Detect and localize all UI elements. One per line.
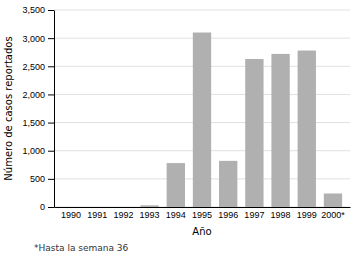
y-tick: 500 xyxy=(30,174,54,184)
x-tick-label: 1997 xyxy=(244,210,264,220)
bar xyxy=(219,161,237,207)
x-tick: 1990 xyxy=(61,210,81,220)
x-axis-title: Año xyxy=(192,226,211,237)
bar xyxy=(140,205,158,207)
bar xyxy=(167,163,185,207)
x-tick: 1997 xyxy=(244,210,264,220)
x-tick-label: 1994 xyxy=(166,210,186,220)
x-tick: 1996 xyxy=(218,210,238,220)
x-tick-label: 1991 xyxy=(87,210,107,220)
x-tick-label: 1993 xyxy=(140,210,160,220)
y-tick-mark xyxy=(48,179,54,180)
x-axis: 1990 1991 1992 1993 1994 1995 1996 1997 1998 1999… xyxy=(55,208,351,221)
y-axis-line xyxy=(54,11,55,208)
y-tick-mark xyxy=(48,66,54,67)
bar xyxy=(62,207,80,208)
grid-line xyxy=(54,10,350,11)
x-axis-line xyxy=(55,207,351,208)
x-tick-label: 1990 xyxy=(61,210,81,220)
y-tick-mark xyxy=(48,10,54,11)
bar xyxy=(114,207,132,208)
x-tick-label: 1999 xyxy=(297,210,317,220)
x-tick: 1992 xyxy=(113,210,133,220)
plot: 05001,0001,5002,0002,5003,0003,500199019… xyxy=(22,5,350,220)
y-tick-mark xyxy=(48,151,54,152)
x-tick-label: 1992 xyxy=(113,210,133,220)
y-tick-mark xyxy=(48,94,54,95)
footnote: *Hasta la semana 36 xyxy=(34,243,129,253)
y-tick: 1,500 xyxy=(22,118,54,128)
x-tick: 1998 xyxy=(271,210,291,220)
x-tick-label: 1996 xyxy=(218,210,238,220)
bar xyxy=(271,54,289,207)
y-tick: 2,500 xyxy=(22,62,54,72)
bars xyxy=(140,33,342,207)
y-tick-label: 1,500 xyxy=(22,118,45,128)
x-tick-label: 2000* xyxy=(321,210,345,220)
y-tick-label: 500 xyxy=(30,174,45,184)
chart: 05001,0001,5002,0002,5003,0003,500199019… xyxy=(0,0,360,257)
y-axis-title: Número de casos reportados xyxy=(3,36,14,180)
x-tick: 1995 xyxy=(192,210,212,220)
x-tick: 2000* xyxy=(321,210,345,220)
x-tick: 1999 xyxy=(297,210,317,220)
y-tick-label: 3,500 xyxy=(22,5,45,15)
y-tick: 1,000 xyxy=(22,146,54,156)
y-tick-label: 0 xyxy=(40,202,45,212)
bar xyxy=(245,59,263,207)
bar xyxy=(298,51,316,207)
x-tick: 1994 xyxy=(166,210,186,220)
y-tick-label: 3,000 xyxy=(22,34,45,44)
x-tick-label: 1998 xyxy=(271,210,291,220)
y-tick-mark xyxy=(48,207,54,208)
bar xyxy=(193,33,211,207)
bar xyxy=(88,207,106,208)
y-tick-label: 2,000 xyxy=(22,90,45,100)
y-tick: 3,500 xyxy=(22,5,54,15)
y-tick: 2,000 xyxy=(22,90,54,100)
y-tick-mark xyxy=(48,123,54,124)
x-tick-label: 1995 xyxy=(192,210,212,220)
y-tick-mark xyxy=(48,38,54,39)
y-tick-label: 1,000 xyxy=(22,146,45,156)
x-tick: 1991 xyxy=(87,210,107,220)
y-tick: 0 xyxy=(40,202,54,212)
x-tick: 1993 xyxy=(140,210,160,220)
bar xyxy=(324,193,342,207)
y-tick-label: 2,500 xyxy=(22,62,45,72)
y-tick: 3,000 xyxy=(22,34,54,44)
grid xyxy=(54,10,350,207)
y-axis: 0 500 1,000 1,500 2,000 2,500 3,000 3,500 xyxy=(22,5,54,212)
